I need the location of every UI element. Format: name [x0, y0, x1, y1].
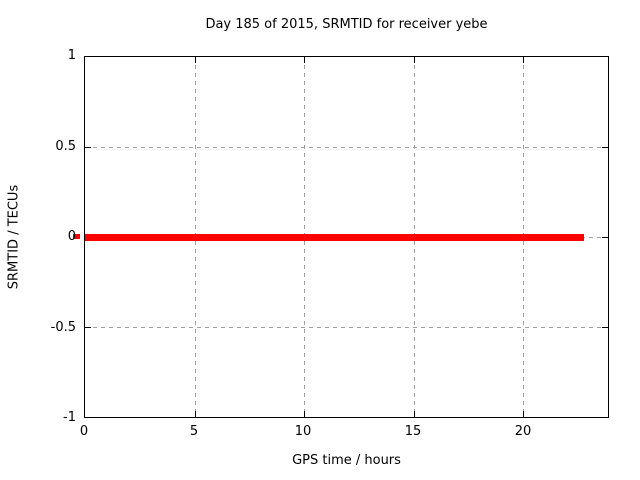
- xtick-mark-top-5: [195, 57, 196, 63]
- ytick-mark-right-0: [602, 237, 608, 238]
- ytick-mark-left-0.5: [85, 147, 91, 148]
- gridline-y--0.5: [85, 327, 608, 328]
- ytick-mark-right-0.5: [602, 147, 608, 148]
- srmtid-series-dash-outside-axis: [73, 234, 80, 239]
- xtick-mark-bottom-10: [304, 411, 305, 417]
- xtick-mark-top-10: [304, 57, 305, 63]
- gridline-y-0.5: [85, 147, 608, 148]
- srmtid-series-line: [85, 234, 584, 241]
- xtick-mark-bottom-15: [414, 411, 415, 417]
- ytick-label--0.5: -0.5: [50, 320, 76, 335]
- xtick-label-0: 0: [79, 424, 89, 439]
- ytick-label-0: 0: [67, 229, 76, 244]
- xtick-mark-top-20: [523, 57, 524, 63]
- ytick-mark-left--0.5: [85, 327, 91, 328]
- xtick-mark-bottom-20: [523, 411, 524, 417]
- ytick-mark-right--0.5: [602, 327, 608, 328]
- plot-area: [84, 56, 609, 418]
- ytick-label-1: 1: [67, 48, 76, 63]
- ytick-label--1: -1: [63, 410, 76, 425]
- chart-title: Day 185 of 2015, SRMTID for receiver yeb…: [205, 17, 488, 32]
- xtick-label-20: 20: [514, 424, 532, 439]
- xtick-mark-bottom-5: [195, 411, 196, 417]
- xtick-mark-top-15: [414, 57, 415, 63]
- xtick-label-15: 15: [404, 424, 422, 439]
- xtick-label-5: 5: [189, 424, 199, 439]
- x-axis-label: GPS time / hours: [292, 453, 401, 468]
- xtick-label-10: 10: [294, 424, 312, 439]
- y-axis-label: SRMTID / TECUs: [6, 184, 22, 290]
- ytick-label-0.5: 0.5: [55, 139, 76, 154]
